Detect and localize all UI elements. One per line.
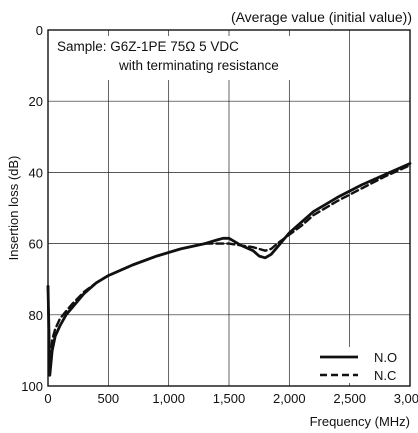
- y-axis-tick-labels: 0 20 40 60 80 100: [21, 23, 43, 394]
- annotation-background: [56, 36, 292, 80]
- y-tick-label: 20: [29, 94, 43, 109]
- chart-title: (Average value (initial value)): [231, 9, 412, 25]
- series-line-no: [46, 162, 412, 377]
- grid-lines: [47, 29, 411, 387]
- x-tick-label: 1,000: [152, 391, 185, 406]
- x-axis-tick-labels: 0 500 1,000 1,500 2,000 2,500 3,000: [44, 391, 418, 406]
- data-series: [46, 162, 412, 377]
- legend: N.O N.C: [314, 347, 408, 383]
- sample-annotation: Sample: G6Z-1PE 75Ω 5 VDC: [57, 39, 239, 54]
- x-tick-label: 3,000: [394, 391, 418, 406]
- terminating-resistance-annotation: with terminating resistance: [118, 58, 279, 73]
- y-tick-label: 60: [29, 237, 43, 252]
- x-tick-label: 1,500: [213, 391, 246, 406]
- plot-frame: [47, 29, 411, 387]
- y-axis-label: Insertion loss (dB): [6, 156, 21, 261]
- legend-background: [314, 347, 408, 383]
- y-tick-label: 0: [36, 23, 43, 38]
- x-axis-label: Frequency (MHz): [310, 414, 410, 429]
- legend-label-nc: N.C: [374, 368, 396, 383]
- series-line-nc: [46, 164, 412, 373]
- y-tick-label: 100: [21, 379, 43, 394]
- legend-label-no: N.O: [374, 350, 397, 365]
- x-tick-label: 2,000: [273, 391, 306, 406]
- y-tick-label: 40: [29, 165, 43, 180]
- x-tick-label: 0: [44, 391, 51, 406]
- x-tick-label: 500: [97, 391, 119, 406]
- x-tick-label: 2,500: [333, 391, 366, 406]
- y-tick-label: 80: [29, 308, 43, 323]
